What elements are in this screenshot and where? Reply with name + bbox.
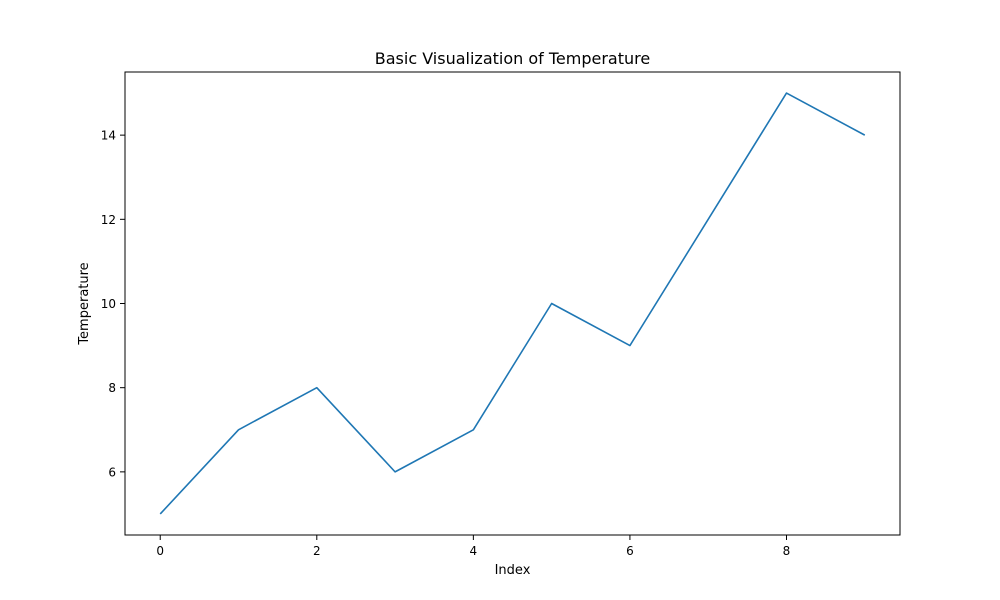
y-axis: 6 8 10 12 14 [101, 129, 125, 479]
x-tick-label: 6 [626, 544, 634, 558]
x-tick-label: 2 [313, 544, 321, 558]
x-tick-label: 4 [470, 544, 478, 558]
y-axis-label: Temperature [77, 262, 92, 345]
y-tick-label: 14 [101, 129, 116, 143]
x-axis: 0 2 4 6 8 [156, 535, 790, 558]
y-tick-label: 6 [108, 465, 116, 479]
y-tick-label: 12 [101, 213, 116, 227]
chart-title: Basic Visualization of Temperature [375, 49, 650, 68]
axes-frame [124, 71, 901, 536]
y-tick-label: 8 [108, 381, 116, 395]
plot-area [159, 92, 866, 515]
x-tick-label: 0 [156, 544, 164, 558]
series-line [159, 92, 866, 515]
x-axis-label: Index [495, 563, 531, 578]
y-tick-label: 10 [101, 297, 116, 311]
x-tick-label: 8 [783, 544, 791, 558]
